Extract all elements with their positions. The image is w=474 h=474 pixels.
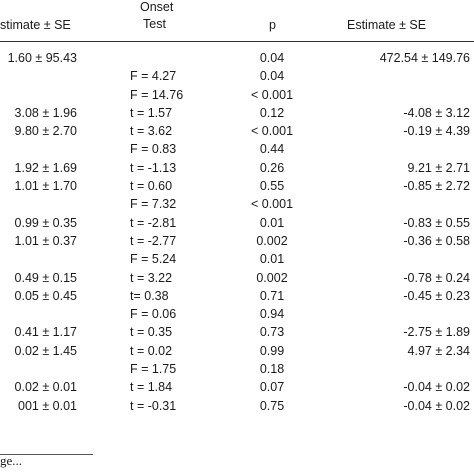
table-row: 001 ± 0.01 t = -0.31 0.75 -0.04 ± 0.02	[0, 397, 474, 415]
test-cell: t = -2.77	[130, 233, 177, 248]
test-cell: t = -2.81	[130, 215, 177, 230]
p-value-cell: < 0.001	[250, 124, 294, 139]
test-cell: t = 0.60	[130, 179, 173, 194]
estimate-left-cell: 1.60 ± 95.43	[7, 51, 77, 65]
test-cell: F = 4.27	[130, 69, 177, 84]
test-cell: F = 0.06	[130, 307, 177, 322]
test-cell: t = -0.31	[130, 398, 177, 413]
estimate-right-cell: -0.45 ± 0.23	[403, 288, 470, 303]
footnote-rule	[0, 454, 93, 455]
p-value-cell: 0.07	[259, 380, 285, 395]
table-row: F = 0.06 0.94	[0, 305, 474, 323]
table-row: 0.02 ± 1.45 t = 0.02 0.99 4.97 ± 2.34	[0, 342, 474, 360]
estimate-right-cell: -0.04 ± 0.02	[403, 398, 470, 413]
p-value-cell: 0.002	[256, 270, 288, 285]
estimate-left-cell: 0.99 ± 0.35	[14, 215, 77, 230]
p-value-cell: 0.04	[259, 51, 285, 65]
p-value-cell: < 0.001	[250, 197, 294, 212]
table-row: F = 7.32 < 0.001	[0, 195, 474, 213]
p-value-cell: 0.94	[259, 307, 285, 322]
p-value-cell: 0.002	[256, 233, 288, 248]
estimate-right-cell: -0.04 ± 0.02	[403, 380, 470, 395]
table-row: 1.01 ± 1.70 t = 0.60 0.55 -0.85 ± 2.72	[0, 177, 474, 195]
test-cell: t = 1.57	[130, 105, 173, 120]
p-value-cell: 0.04	[259, 69, 285, 84]
estimate-left-cell: 1.01 ± 0.37	[14, 233, 77, 248]
estimate-right-cell: -0.36 ± 0.58	[403, 233, 470, 248]
table-row: F = 14.76 < 0.001	[0, 86, 474, 104]
estimate-right-cell: -0.83 ± 0.55	[403, 215, 470, 230]
p-value-cell: 0.26	[259, 160, 285, 175]
estimate-right-cell: -2.75 ± 1.89	[403, 325, 470, 340]
header-estimate-se-left: stimate ± SE	[0, 18, 71, 32]
estimate-right-cell: 9.21 ± 2.71	[407, 160, 470, 175]
estimate-right-cell: 472.54 ± 149.76	[379, 51, 470, 65]
table-row: 9.80 ± 2.70 t = 3.62 < 0.001 -0.19 ± 4.39	[0, 122, 474, 140]
p-value-cell: 0.55	[259, 179, 285, 194]
estimate-left-cell: 1.01 ± 1.70	[14, 179, 77, 194]
test-cell: F = 1.75	[130, 362, 177, 377]
estimate-left-cell: 0.02 ± 1.45	[14, 343, 77, 358]
estimate-right-cell: -0.78 ± 0.24	[403, 270, 470, 285]
header-onset-label: Onset	[140, 0, 174, 14]
test-cell: F = 14.76	[130, 87, 184, 102]
table-row: 1.60 ± 95.43 0.04 472.54 ± 149.76	[0, 49, 474, 67]
header-rule	[0, 41, 474, 42]
test-cell: t = 0.02	[130, 343, 173, 358]
estimate-right-cell: -0.85 ± 2.72	[403, 179, 470, 194]
table-row: 0.99 ± 0.35 t = -2.81 0.01 -0.83 ± 0.55	[0, 214, 474, 232]
estimate-left-cell: 0.41 ± 1.17	[14, 325, 77, 340]
test-cell: t = 3.62	[130, 124, 173, 139]
test-cell: t = 3.22	[130, 270, 173, 285]
test-cell: t = 1.84	[130, 380, 173, 395]
table-row: 0.02 ± 0.01 t = 1.84 0.07 -0.04 ± 0.02	[0, 378, 474, 396]
estimate-right-cell: -0.19 ± 4.39	[403, 124, 470, 139]
test-cell: F = 5.24	[130, 252, 177, 267]
estimate-left-cell: 9.80 ± 2.70	[14, 124, 77, 139]
header-test: Test	[143, 17, 166, 31]
table-row: 1.01 ± 0.37 t = -2.77 0.002 -0.36 ± 0.58	[0, 232, 474, 250]
table-row: 0.49 ± 0.15 t = 3.22 0.002 -0.78 ± 0.24	[0, 269, 474, 287]
estimate-left-cell: 0.05 ± 0.45	[14, 288, 77, 303]
p-value-cell: < 0.001	[250, 87, 294, 102]
estimate-right-cell: 4.97 ± 2.34	[407, 343, 470, 358]
table-row: F = 1.75 0.18	[0, 360, 474, 378]
estimate-right-cell: -4.08 ± 3.12	[403, 105, 470, 120]
table-row: 0.41 ± 1.17 t = 0.35 0.73 -2.75 ± 1.89	[0, 323, 474, 341]
test-cell: t = 0.35	[130, 325, 173, 340]
table-row: F = 5.24 0.01	[0, 250, 474, 268]
footnote: ge...	[0, 453, 23, 468]
test-cell: t = -1.13	[130, 160, 177, 175]
table-row: 1.92 ± 1.69 t = -1.13 0.26 9.21 ± 2.71	[0, 159, 474, 177]
p-value-cell: 0.99	[259, 343, 285, 358]
p-value-cell: 0.01	[259, 215, 285, 230]
p-value-cell: 0.01	[259, 252, 285, 267]
test-cell: t= 0.38	[130, 288, 169, 303]
p-value-cell: 0.44	[259, 142, 285, 157]
test-cell: F = 0.83	[130, 142, 177, 157]
header-p: p	[269, 18, 276, 32]
table-row: F = 4.27 0.04	[0, 67, 474, 85]
estimate-left-cell: 0.49 ± 0.15	[14, 270, 77, 285]
estimate-left-cell: 001 ± 0.01	[18, 398, 77, 413]
estimate-left-cell: 1.92 ± 1.69	[14, 160, 77, 175]
header-estimate-se-right: Estimate ± SE	[347, 18, 427, 32]
table-row: 0.05 ± 0.45 t= 0.38 0.71 -0.45 ± 0.23	[0, 287, 474, 305]
p-value-cell: 0.12	[259, 105, 285, 120]
table-row: F = 0.83 0.44	[0, 140, 474, 158]
table-body: 1.60 ± 95.43 0.04 472.54 ± 149.76 F = 4.27 0…	[0, 49, 474, 415]
estimate-left-cell: 0.02 ± 0.01	[14, 380, 77, 395]
p-value-cell: 0.73	[259, 325, 285, 340]
estimate-left-cell: 3.08 ± 1.96	[14, 105, 77, 120]
p-value-cell: 0.75	[259, 398, 285, 413]
test-cell: F = 7.32	[130, 197, 177, 212]
p-value-cell: 0.71	[259, 288, 285, 303]
table-row: 3.08 ± 1.96 t = 1.57 0.12 -4.08 ± 3.12	[0, 104, 474, 122]
p-value-cell: 0.18	[259, 362, 285, 377]
